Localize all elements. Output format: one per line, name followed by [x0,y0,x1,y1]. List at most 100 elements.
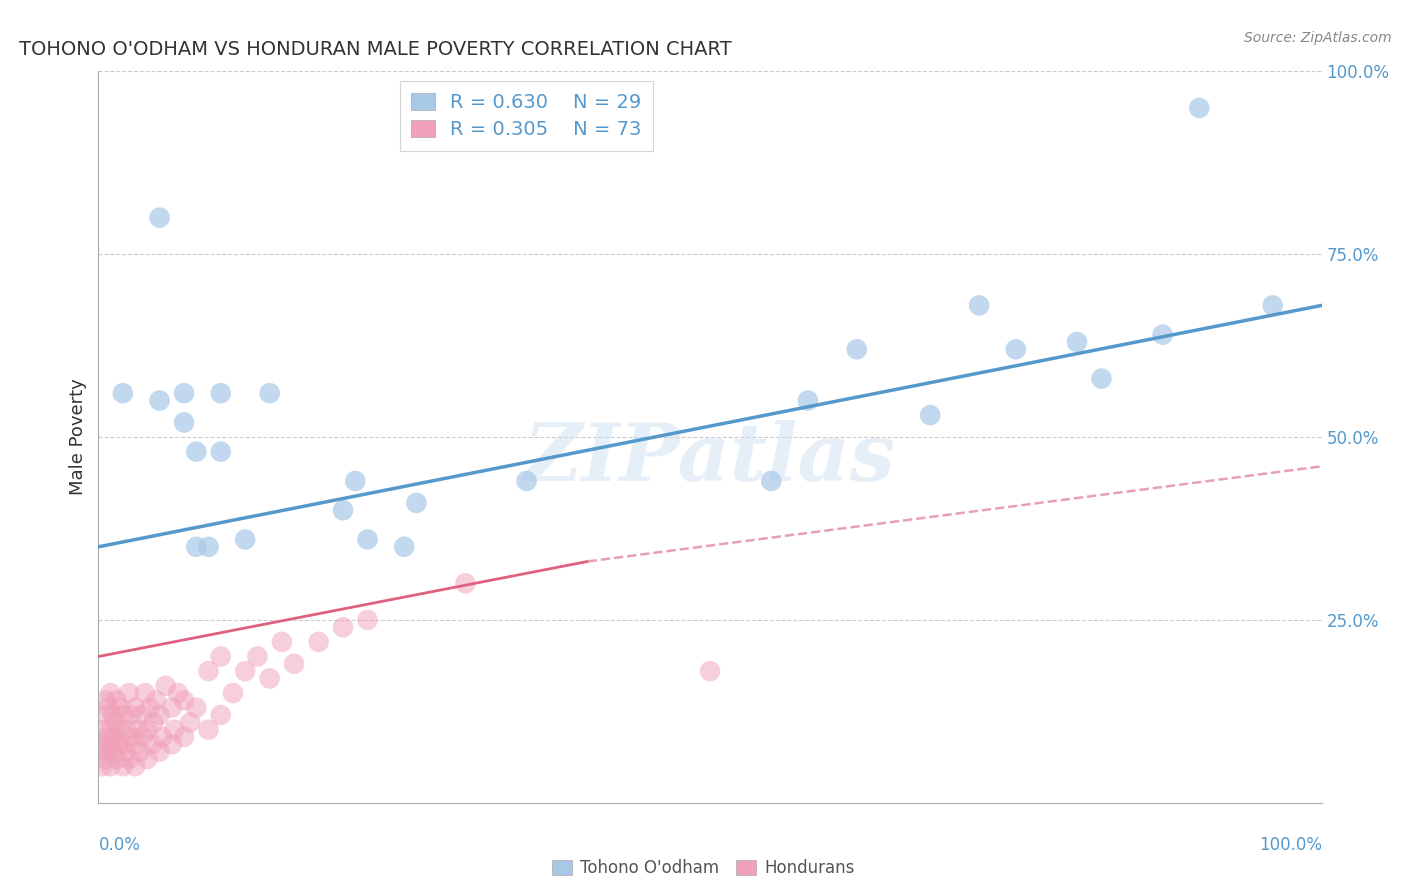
Point [139,700,162,714]
Point [332,503,354,517]
Point [246,649,269,664]
Point [160,737,183,751]
Point [179,715,201,730]
Point [233,664,256,678]
Point [1261,298,1284,312]
Point [105,752,128,766]
Point [186,700,208,714]
Point [150,730,173,744]
Point [94,752,117,766]
Point [270,635,294,649]
Point [222,686,245,700]
Point [209,386,232,401]
Point [920,408,942,422]
Point [149,211,172,225]
Point [149,745,172,759]
Point [186,444,208,458]
Text: 0.0%: 0.0% [98,836,141,854]
Point [115,723,138,737]
Point [108,723,131,737]
Point [173,416,195,430]
Point [308,635,330,649]
Point [97,700,120,714]
Text: Source: ZipAtlas.com: Source: ZipAtlas.com [1244,31,1392,45]
Point [94,693,117,707]
Point [173,693,195,707]
Point [96,730,118,744]
Point [141,737,163,751]
Point [124,759,146,773]
Point [1090,371,1112,385]
Point [120,730,142,744]
Y-axis label: Male Poverty: Male Poverty [69,379,87,495]
Point [259,386,281,401]
Point [761,474,783,488]
Point [149,708,172,723]
Point [124,737,146,751]
Point [1152,327,1174,342]
Point [259,672,281,686]
Point [93,708,115,723]
Point [344,474,367,488]
Point [209,649,232,664]
Point [100,723,122,737]
Point [101,745,124,759]
Point [129,745,152,759]
Point [392,540,416,554]
Point [114,745,136,759]
Point [134,686,156,700]
Point [1188,101,1211,115]
Point [111,737,134,751]
Point [118,752,141,766]
Point [100,686,122,700]
Point [167,686,190,700]
Point [131,730,153,744]
Point [699,664,721,678]
Point [173,730,195,744]
Point [173,386,195,401]
Point [127,723,149,737]
Legend: Tohono O'odham, Hondurans: Tohono O'odham, Hondurans [546,853,860,884]
Text: ZIPatlas: ZIPatlas [524,420,896,498]
Point [100,759,122,773]
Point [105,693,128,707]
Text: 100.0%: 100.0% [1258,836,1322,854]
Point [197,540,219,554]
Point [111,386,134,401]
Point [163,723,186,737]
Point [90,737,112,751]
Point [118,686,141,700]
Point [967,298,990,312]
Point [186,540,208,554]
Legend: R = 0.630    N = 29, R = 0.305    N = 73: R = 0.630 N = 29, R = 0.305 N = 73 [399,81,654,151]
Point [209,708,232,723]
Point [91,723,114,737]
Point [149,393,172,408]
Point [98,737,121,751]
Point [93,745,115,759]
Point [104,715,127,730]
Point [107,737,129,751]
Point [356,613,378,627]
Point [136,723,159,737]
Point [1004,343,1026,357]
Point [197,664,219,678]
Point [405,496,427,510]
Point [103,730,125,744]
Point [145,693,167,707]
Point [101,708,124,723]
Point [97,745,120,759]
Point [332,620,354,634]
Point [233,533,256,547]
Point [454,576,477,591]
Point [797,393,820,408]
Text: TOHONO O'ODHAM VS HONDURAN MALE POVERTY CORRELATION CHART: TOHONO O'ODHAM VS HONDURAN MALE POVERTY … [18,39,731,59]
Point [124,700,146,714]
Point [111,708,134,723]
Point [845,343,868,357]
Point [110,700,132,714]
Point [1066,334,1088,349]
Point [111,759,134,773]
Point [129,708,152,723]
Point [120,708,142,723]
